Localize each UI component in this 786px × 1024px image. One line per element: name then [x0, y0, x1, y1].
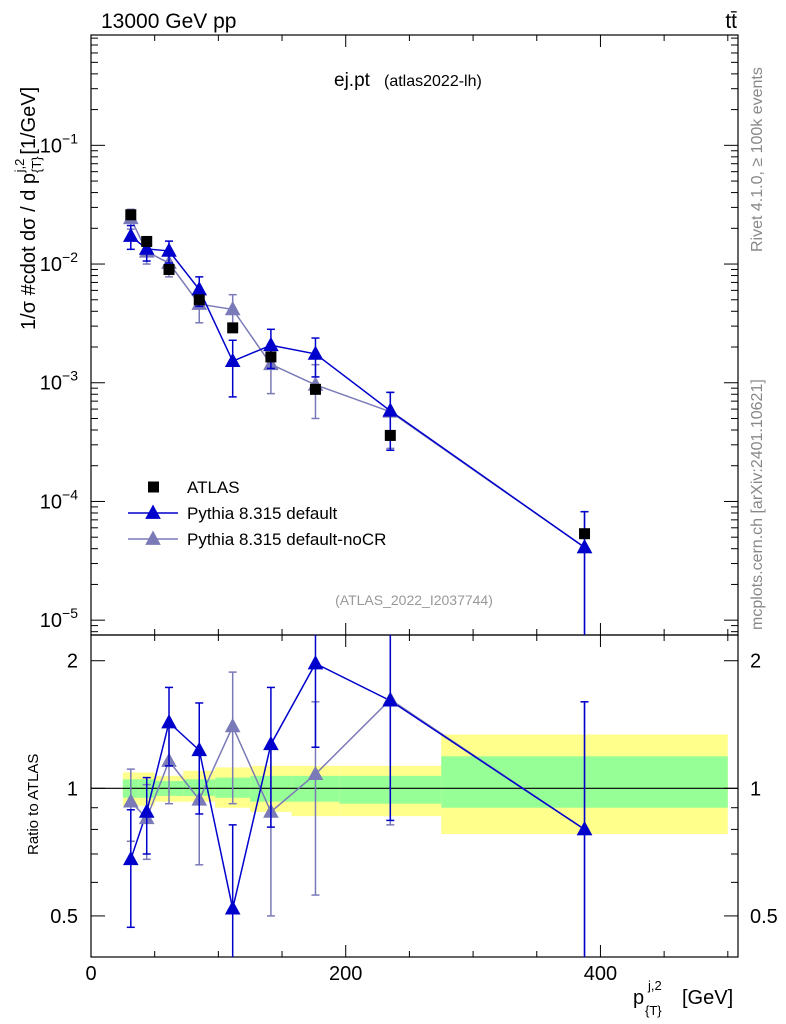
default-ratio-point [161, 714, 177, 729]
ratio-y-tick-label-right: 1 [750, 778, 761, 800]
y-axis-label-unit: [1/GeV] [18, 87, 40, 155]
y-axis-label-sup: j,2 [12, 159, 27, 174]
legend-label: Pythia 8.315 default-noCR [187, 530, 386, 549]
default-point [382, 402, 399, 417]
y-tick-label-base: 10 [40, 135, 62, 157]
ratio-y-tick-label-left: 0.5 [50, 906, 78, 928]
x-tick-label: 200 [329, 963, 362, 985]
legend-nocr-marker [145, 530, 161, 545]
default-ratio-point [191, 741, 208, 757]
y-tick-label-exp: −2 [62, 249, 78, 265]
x-axis-label-unit: [GeV] [682, 987, 733, 1009]
default-point [138, 240, 155, 255]
default-point [123, 227, 139, 242]
default-ratio-point [382, 692, 399, 707]
y-tick-label: 10−3 [40, 368, 78, 395]
y-tick-label: 10−1 [40, 130, 78, 157]
rivet-version-label: Rivet 4.1.0, ≥ 100k events [749, 67, 766, 252]
series-marks [123, 208, 593, 957]
x-axis-label-sub: {T} [645, 1003, 662, 1018]
x-axis-label-sup: j,2 [647, 978, 662, 993]
nocr-point [224, 300, 241, 316]
y-axis-label-main: 1/σ #cdot dσ / d p [18, 173, 40, 330]
y-axis-label: 1/σ #cdot dσ / d p{T}j,2 [1/GeV] [12, 87, 44, 330]
nocr-ratio-point [307, 765, 324, 781]
x-tick-label: 0 [85, 963, 96, 985]
default-point [307, 345, 324, 360]
beam-energy-label: 13000 GeV pp [101, 10, 236, 33]
default-ratio-point [263, 735, 279, 751]
default-ratio-point [138, 803, 155, 818]
atlas-data-point [309, 383, 321, 395]
nocr-ratio-point [123, 793, 139, 808]
x-axis-label: p j,2 {T} [GeV] [633, 978, 733, 1018]
ratio-y-tick-label-left: 1 [67, 778, 78, 800]
process-label: tt̄ [725, 10, 737, 33]
default-ratio-point [576, 820, 593, 836]
y-tick-label-exp: −4 [62, 486, 78, 502]
chart-title: ej.pt [334, 70, 371, 91]
default-ratio-point [224, 900, 241, 915]
reference-label: (ATLAS_2022_I2037744) [335, 592, 493, 608]
y-tick-label: 10−5 [40, 605, 78, 632]
chart-subtitle: (atlas2022-lh) [384, 73, 482, 90]
y-tick-label-base: 10 [40, 373, 62, 395]
default-point [576, 538, 593, 554]
legend-label: ATLAS [187, 478, 240, 497]
atlas-data-point [227, 322, 239, 334]
default-ratio-point [307, 655, 324, 670]
x-axis-label-main: p [633, 987, 644, 1009]
legend-label: Pythia 8.315 default [187, 504, 338, 523]
nocr-ratio-point [224, 717, 241, 733]
atlas-data-point [579, 528, 591, 540]
legend-atlas-marker [148, 481, 159, 493]
default-point [191, 281, 208, 296]
y-tick-label-base: 10 [40, 610, 62, 632]
default-point [161, 242, 177, 257]
ratio-y-tick-label-right: 0.5 [750, 906, 778, 928]
atlas-data-point [163, 263, 175, 275]
default-point [224, 352, 241, 368]
ratio-y-tick-label-left: 2 [67, 651, 78, 673]
atlas-data-point [265, 351, 277, 363]
atlas-data-point [125, 209, 137, 221]
nocr-main-line [130, 217, 585, 549]
y-tick-label-base: 10 [40, 254, 62, 276]
y-tick-label-exp: −5 [62, 605, 78, 621]
ratio-y-tick-label-right: 2 [750, 651, 761, 673]
mcplots-label: mcplots.cern.ch [arXiv:2401.10621] [749, 379, 766, 630]
y-tick-label-exp: −1 [62, 130, 78, 146]
ratio-y-axis-label: Ratio to ATLAS [25, 754, 42, 855]
y-tick-label-exp: −3 [62, 368, 78, 384]
default-point [263, 336, 279, 352]
y-tick-label-base: 10 [40, 491, 62, 513]
svg-text:1/σ #cdot dσ / d p{T}j,2[1/GeV: 1/σ #cdot dσ / d p{T}j,2 [1/GeV] [12, 87, 44, 330]
legend-default-marker [145, 504, 161, 519]
atlas-data-point [141, 235, 153, 247]
y-axis-label-sub: {T} [29, 156, 44, 173]
y-tick-label: 10−2 [40, 249, 78, 276]
atlas-data-point [384, 429, 396, 441]
atlas-data-point [193, 294, 205, 306]
x-tick-label: 400 [584, 963, 617, 985]
y-tick-label: 10−4 [40, 486, 78, 513]
legend: ATLAS Pythia 8.315 default Pythia 8.315 de… [128, 478, 386, 549]
ratio-plot-frame [90, 634, 739, 958]
default-ratio-point [123, 850, 139, 866]
